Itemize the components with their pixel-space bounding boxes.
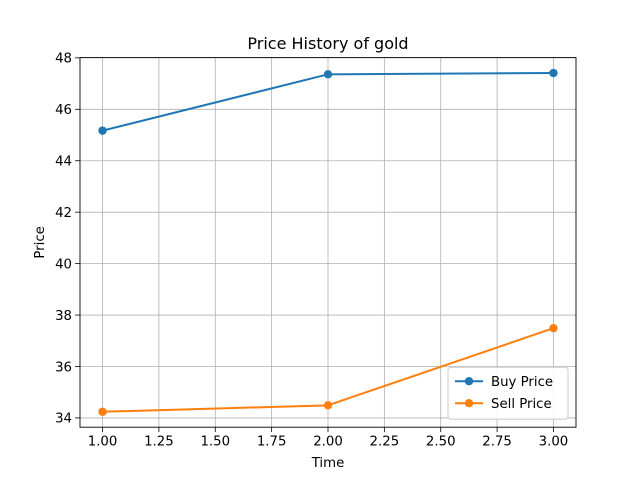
y-tick-label: 42 <box>55 206 72 221</box>
series-layer <box>98 68 558 416</box>
x-tick-label: 1.75 <box>257 435 287 450</box>
data-point-sell-price <box>98 407 107 416</box>
data-point-buy-price <box>98 126 107 135</box>
y-tick-label: 48 <box>55 52 72 67</box>
x-tick-label: 2.50 <box>426 435 456 450</box>
x-tick-label: 2.25 <box>370 435 400 450</box>
y-tick-label: 38 <box>55 309 72 324</box>
x-tick-label: 2.75 <box>482 435 512 450</box>
x-tick-label: 3.00 <box>539 435 569 450</box>
legend-label-sell-price: Sell Price <box>491 397 552 412</box>
legend-swatch-marker-buy-price <box>464 377 474 386</box>
legend-swatch-marker-sell-price <box>464 399 474 408</box>
legend-label-buy-price: Buy Price <box>491 375 553 390</box>
y-tick-label: 44 <box>55 155 72 170</box>
y-tick-label: 40 <box>55 257 72 272</box>
chart-title: Price History of gold <box>247 34 408 53</box>
data-point-buy-price <box>323 70 333 79</box>
legend: Buy Price Sell Price <box>447 366 569 420</box>
data-point-buy-price <box>549 68 558 78</box>
data-point-sell-price <box>323 401 333 410</box>
axis-ticks: 1.00 1.25 1.50 1.75 2.00 2.25 2.50 2.75 3.00 34 36… <box>55 52 568 450</box>
y-tick-label: 34 <box>55 412 72 427</box>
y-tick-label: 46 <box>55 103 72 118</box>
y-axis-label: Price <box>33 226 48 258</box>
data-point-sell-price <box>549 323 558 333</box>
x-tick-label: 2.00 <box>313 435 343 450</box>
y-tick-label: 36 <box>55 360 72 375</box>
x-tick-label: 1.50 <box>200 435 230 450</box>
x-tick-label: 1.00 <box>88 435 118 450</box>
x-axis-label: Time <box>311 456 345 471</box>
x-tick-label: 1.25 <box>144 435 174 450</box>
